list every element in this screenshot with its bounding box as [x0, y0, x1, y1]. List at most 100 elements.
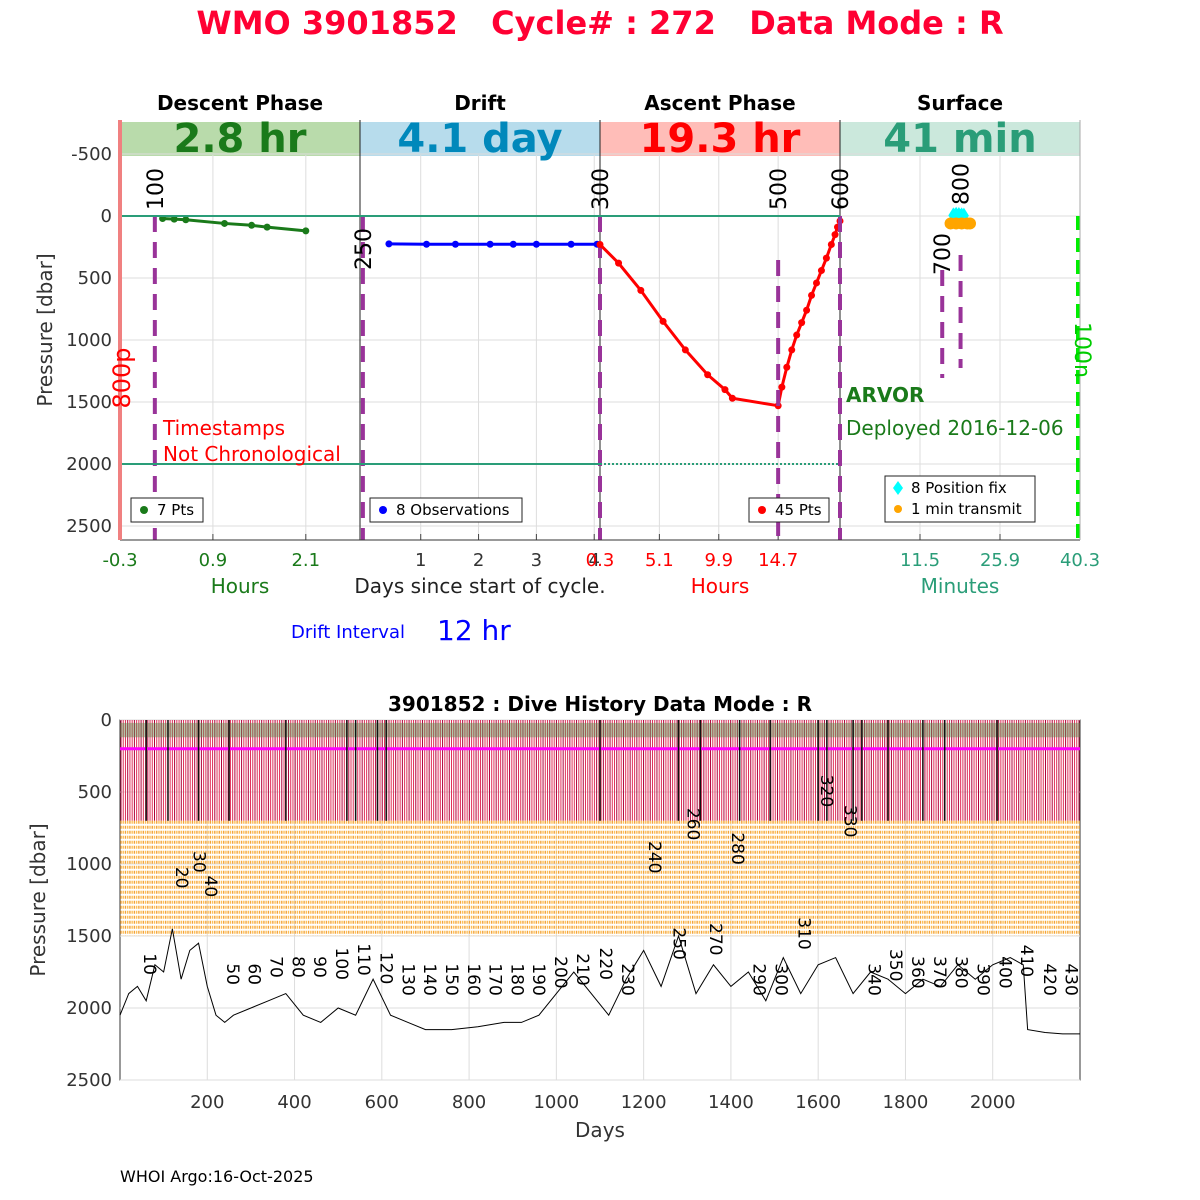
history-y-tick-label: 1500	[66, 926, 112, 947]
history-x-label: Days	[575, 1118, 625, 1142]
cycle-number-label: 60	[244, 963, 264, 985]
cycle-number-label: 190	[528, 963, 548, 995]
legend-box-surface	[884, 475, 1036, 523]
cycle-x-tick-label-drift: 3	[531, 550, 542, 571]
data-point-ascent	[778, 383, 786, 391]
cycle-number-label: 10	[139, 953, 159, 975]
cycle-x-tick-label-ascent: 9.9	[704, 550, 733, 571]
data-point-drift	[567, 240, 575, 248]
float-type: ARVOR	[846, 383, 924, 407]
cycle-number-label: 430	[1061, 963, 1081, 995]
history-x-tick-label: 600	[365, 1092, 399, 1113]
cycle-number-label: 230	[617, 963, 637, 995]
cycle-number-label: 340	[863, 963, 883, 995]
legend-marker	[140, 506, 148, 514]
data-point-ascent	[827, 241, 835, 249]
cycle-number-label: 250	[668, 927, 688, 959]
cycle-x-label-ascent: Hours	[691, 574, 750, 598]
cycle-y-tick-label: 1000	[66, 330, 112, 351]
data-point-ascent	[721, 386, 729, 394]
phase-title-ascent: Ascent Phase	[644, 91, 795, 115]
data-point-ascent	[704, 371, 712, 379]
cycle-x-label-surface: Minutes	[921, 574, 1000, 598]
data-point-drift	[423, 240, 431, 248]
drift-interval-label: Drift Interval	[291, 622, 405, 643]
cycle-number-label: 410	[1016, 945, 1036, 977]
legend-label-descent: 7 Pts	[157, 501, 194, 519]
cycle-number-label: 240	[644, 841, 664, 873]
data-point-ascent	[637, 286, 645, 294]
cycle-x-tick-label-ascent: 14.7	[758, 550, 798, 571]
data-point-ascent	[615, 259, 623, 267]
legend-box-drift	[369, 497, 523, 523]
cycle-number-label: 260	[682, 808, 702, 840]
cycle-x-tick-label-descent: -0.3	[102, 550, 137, 571]
cycle-number-label: 30	[188, 851, 208, 873]
history-x-tick-label: 1200	[621, 1092, 667, 1113]
data-point-ascent	[681, 346, 689, 354]
cycle-number-label: 350	[885, 949, 905, 981]
cycle-number-label: 110	[353, 943, 373, 975]
data-point-descent	[302, 227, 310, 235]
cycle-series	[118, 120, 1081, 541]
data-point-descent	[248, 221, 256, 229]
cycle-number-label: 90	[309, 956, 329, 978]
cycle-number-label: 170	[485, 963, 505, 995]
history-series	[119, 720, 1080, 1035]
history-text: 200 400 600 800 1000 1200 1400 1600 1800 2000 0 500…	[26, 692, 1081, 1142]
cycle-number-label: 20	[171, 867, 191, 889]
cycle-x-tick-label-drift: 2	[473, 550, 484, 571]
cycle-y-tick-label: 2000	[66, 454, 112, 475]
cycle-y-tick-label: 1500	[66, 392, 112, 413]
cycle-number-label: 310	[794, 917, 814, 949]
data-point-ascent	[812, 279, 820, 287]
cycle-number-label: 150	[441, 963, 461, 995]
cycle-x-tick-label-descent: 0.9	[199, 550, 228, 571]
timestamp-note-line1: Timestamps	[162, 416, 285, 440]
cycle-number-label: 130	[397, 963, 417, 995]
cycle-number-label: 70	[266, 956, 286, 978]
legend-label-ascent: 45 Pts	[775, 501, 822, 519]
cycle-number-label: 300	[770, 963, 790, 995]
cycle-number-label: 370	[929, 956, 949, 988]
data-point-drift	[532, 240, 540, 248]
data-point-ascent	[817, 267, 825, 275]
data-point-ascent	[659, 317, 667, 325]
history-x-tick-label: 800	[452, 1092, 486, 1113]
marker-label-800: 800	[950, 163, 975, 205]
page-title: WMO 3901852 Cycle# : 272 Data Mode : R	[196, 4, 1004, 42]
data-point-ascent	[783, 363, 791, 371]
cycle-number-label: 50	[222, 963, 242, 985]
data-point-ascent	[798, 319, 806, 327]
cycle-number-label: 220	[595, 948, 615, 980]
phase-duration-drift: 4.1 day	[397, 116, 562, 162]
timestamp-note-line2: Not Chronological	[163, 442, 341, 466]
data-point-ascent	[793, 331, 801, 339]
legend-label-drift: 8 Observations	[396, 501, 510, 519]
phase-duration-surface: 41 min	[883, 116, 1036, 162]
cycle-number-label: 180	[506, 963, 526, 995]
phase-header-band-descent	[120, 122, 360, 156]
phase-title-surface: Surface	[917, 91, 1003, 115]
data-point-drift	[451, 240, 459, 248]
cycle-number-label: 210	[572, 953, 592, 985]
right-vertical-label: 100n	[1069, 322, 1094, 378]
legend-marker	[893, 481, 903, 495]
marker-label-100: 100	[144, 168, 169, 210]
cycle-number-label: 400	[994, 956, 1014, 988]
data-point-ascent	[831, 231, 839, 239]
data-point-descent	[182, 216, 190, 224]
cycle-number-label: 160	[463, 963, 483, 995]
phase-duration-descent: 2.8 hr	[174, 116, 307, 162]
data-point-descent	[221, 219, 229, 227]
legend-label-surface: 1 min transmit	[911, 500, 1022, 518]
legend-marker	[894, 505, 902, 513]
transmit-point	[964, 217, 976, 230]
cycle-number-label: 270	[705, 923, 725, 955]
deployment-date: Deployed 2016-12-06	[846, 416, 1064, 440]
cycle-number-label: 380	[951, 956, 971, 988]
phase-header-band-surface	[840, 122, 1080, 156]
history-x-tick-label: 1400	[708, 1092, 754, 1113]
cycle-y-tick-label: 2500	[66, 516, 112, 537]
